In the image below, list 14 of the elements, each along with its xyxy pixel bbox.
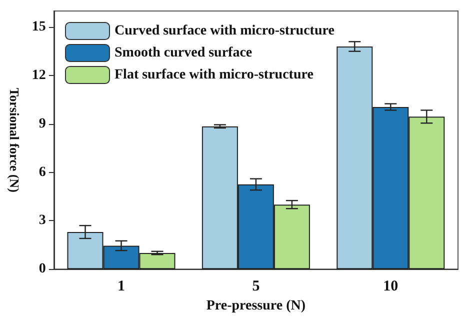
y-tick-label: 6 xyxy=(38,164,46,180)
y-tick-label: 0 xyxy=(38,262,46,277)
x-tick-label: 5 xyxy=(252,278,260,295)
x-tick-label: 1 xyxy=(118,278,125,295)
y-tick-label: 9 xyxy=(38,116,46,132)
x-axis-title: Pre-pressure (N) xyxy=(206,298,306,314)
y-tick-label: 12 xyxy=(32,68,46,84)
y-axis-title: Torsional force (N) xyxy=(7,88,22,192)
legend-label: Flat surface with micro-structure xyxy=(114,68,314,82)
y-tick-label: 15 xyxy=(32,20,46,35)
legend-label: Smooth curved surface xyxy=(114,46,252,60)
legend-label: Curved surface with micro-structure xyxy=(114,24,334,38)
y-tick-label: 3 xyxy=(38,213,46,228)
x-tick-label: 10 xyxy=(383,278,398,295)
